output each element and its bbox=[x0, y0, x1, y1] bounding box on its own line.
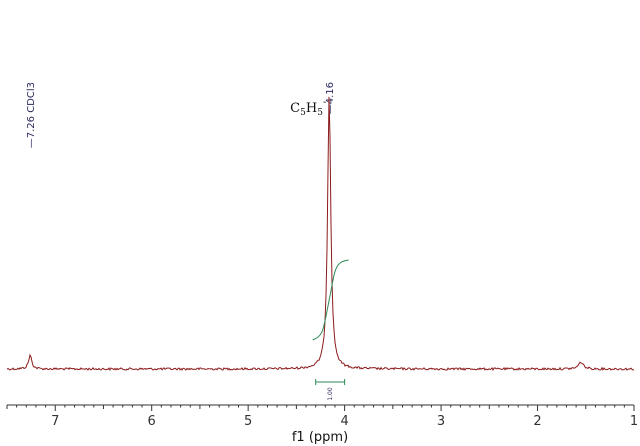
annotation-c: C bbox=[290, 101, 300, 116]
x-tick-label-6: 6 bbox=[148, 414, 156, 429]
x-tick-layer: 7 6 5 4 3 2 1 bbox=[6, 405, 638, 429]
x-tick-label-7: 7 bbox=[51, 414, 59, 429]
annotation-charge: - bbox=[323, 97, 326, 108]
x-tick-label-4: 4 bbox=[340, 414, 348, 429]
peak-label-1: —4.16 bbox=[325, 82, 336, 114]
x-tick-label-2: 2 bbox=[533, 414, 541, 429]
structure-annotation: C5H5- bbox=[290, 97, 326, 118]
x-axis-title: f1 (ppm) bbox=[292, 430, 348, 445]
peak-label-0: —7.26 CDCl3 bbox=[26, 82, 37, 148]
spectrum-series-line bbox=[6, 96, 635, 371]
annotation-sub1: 5 bbox=[300, 108, 306, 118]
annotation-h: H bbox=[306, 101, 317, 116]
x-tick-label-3: 3 bbox=[437, 414, 445, 429]
integral-curve bbox=[312, 259, 349, 341]
x-tick-label-1: 1 bbox=[630, 414, 638, 429]
peak-label-layer: —7.26 CDCl3 —4.16 bbox=[26, 82, 336, 148]
x-tick-label-5: 5 bbox=[244, 414, 252, 429]
annotation-sub2: 5 bbox=[317, 108, 323, 118]
integral-value: 1.00 bbox=[327, 387, 334, 401]
integral-bar-layer: 1.00 bbox=[315, 379, 346, 401]
